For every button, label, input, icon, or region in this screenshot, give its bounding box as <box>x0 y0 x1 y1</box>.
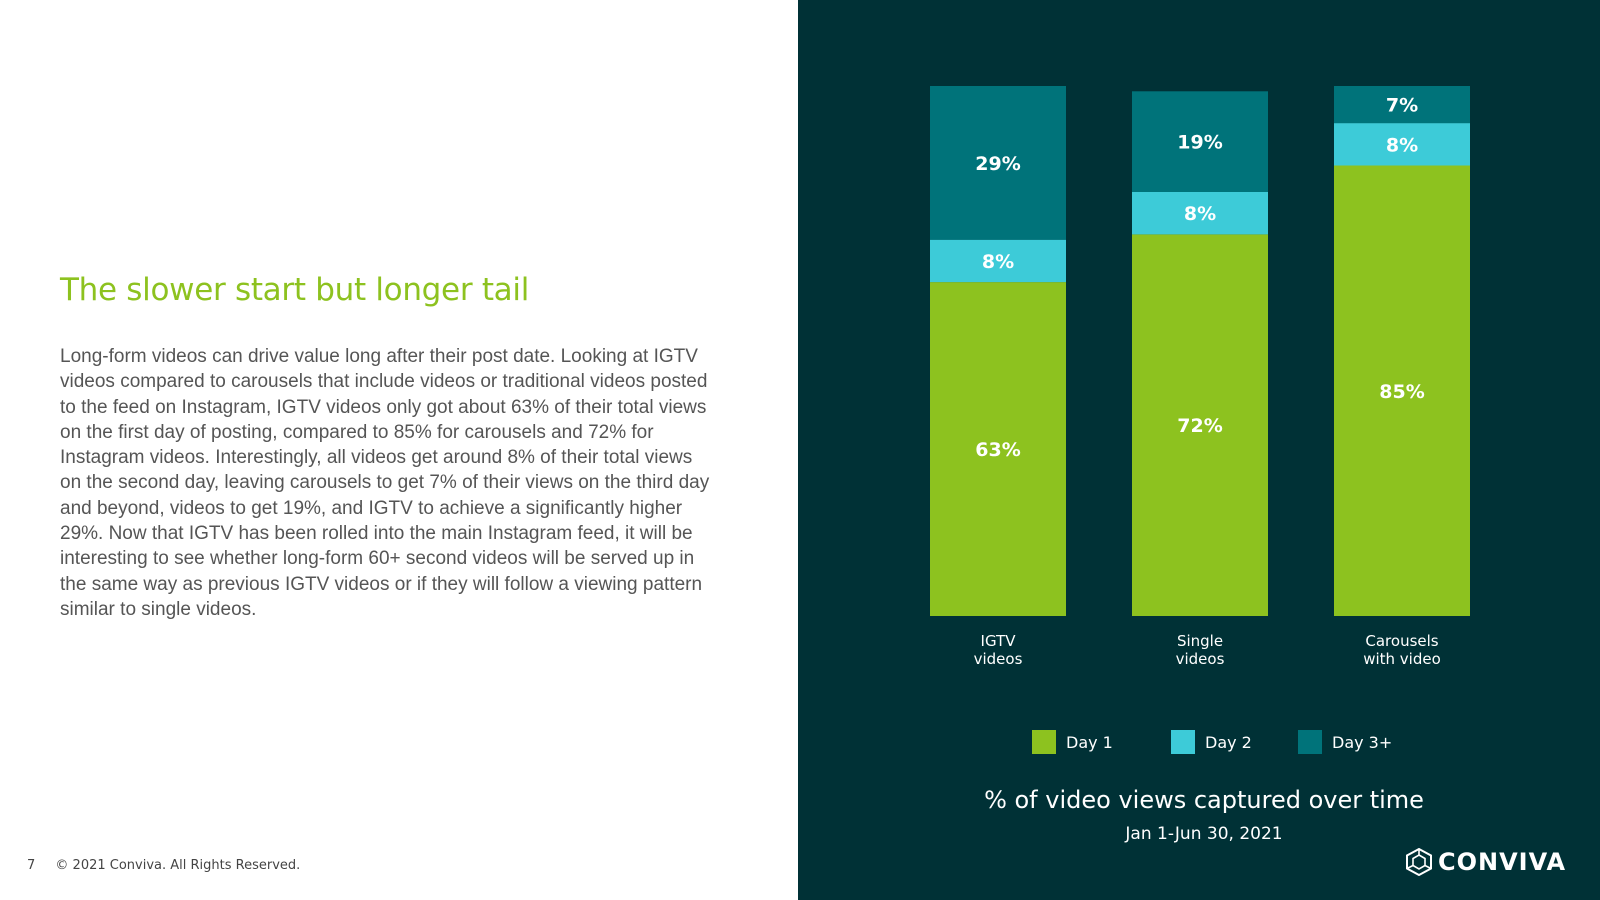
data-label-day-2-1: 8% <box>982 251 1014 273</box>
copyright-notice: © 2021 Conviva. All Rights Reserved. <box>55 858 301 873</box>
chart-subtitle: Jan 1-Jun 30, 2021 <box>1125 824 1283 844</box>
category-label-2-line-1: Single <box>1177 632 1223 650</box>
bar-day-3-3 <box>1334 86 1470 124</box>
bar-day-1-2 <box>1132 234 1268 616</box>
data-label-day-3-3: 7% <box>1386 95 1418 117</box>
bar-day-3-2 <box>1132 91 1268 192</box>
text-panel: The slower start but longer tail Long-fo… <box>0 0 798 900</box>
chart-panel: 63% 8% 29% IGTV videos 72% 8% 19% Single videos 85… <box>798 0 1600 900</box>
legend-swatch-day-2 <box>1171 730 1195 754</box>
category-label-3-line-2: with video <box>1363 650 1441 668</box>
bar-day-2-1 <box>930 239 1066 283</box>
bar-day-1-1 <box>930 282 1066 616</box>
legend-label-day-2: Day 2 <box>1205 732 1252 752</box>
data-label-day-1-1: 63% <box>975 439 1020 461</box>
stacked-bar-chart: 63%8%29%IGTVvideos72%8%19%Singlevideos85… <box>930 86 1470 668</box>
legend-label-day-1: Day 1 <box>1066 732 1113 752</box>
category-label-3-line-1: Carousels <box>1365 632 1438 650</box>
legend-swatch-day-3-plus <box>1298 730 1322 754</box>
legend-swatch-day-1 <box>1032 730 1056 754</box>
bar-day-1-3 <box>1334 165 1470 616</box>
conviva-logo-icon <box>1406 848 1432 876</box>
legend-label-day-3-plus: Day 3+ <box>1332 732 1393 752</box>
data-label-day-3-1: 29% <box>975 153 1020 175</box>
data-label-day-1-2: 72% <box>1177 415 1222 437</box>
category-label-2-line-2: videos <box>1176 650 1225 668</box>
chart-title: % of video views captured over time <box>984 786 1424 814</box>
bar-day-3-1 <box>930 86 1066 240</box>
data-label-day-2-3: 8% <box>1386 134 1418 156</box>
legend-item-day-3-plus: Day 3+ <box>1298 730 1392 754</box>
bar-day-2-3 <box>1334 123 1470 166</box>
legend-item-day-2: Day 2 <box>1171 730 1252 754</box>
body-paragraph: Long-form videos can drive value long af… <box>60 346 710 620</box>
conviva-logo-text: CONVIVA <box>1438 848 1567 876</box>
conviva-logo: CONVIVA <box>1406 848 1566 876</box>
data-label-day-1-3: 85% <box>1379 381 1424 403</box>
page-number: 7 <box>27 858 36 873</box>
page-heading: The slower start but longer tail <box>60 272 530 308</box>
data-label-day-2-2: 8% <box>1184 203 1216 225</box>
legend-item-day-1: Day 1 <box>1032 730 1113 754</box>
data-label-day-3-2: 19% <box>1177 132 1222 154</box>
footer: 7 © 2021 Conviva. All Rights Reserved. <box>27 858 300 873</box>
category-label-1-line-2: videos <box>974 650 1023 668</box>
chart-legend: Day 1 Day 2 Day 3+ <box>798 730 1600 754</box>
category-label-1-line-1: IGTV <box>981 632 1017 650</box>
bar-day-2-2 <box>1132 192 1268 235</box>
